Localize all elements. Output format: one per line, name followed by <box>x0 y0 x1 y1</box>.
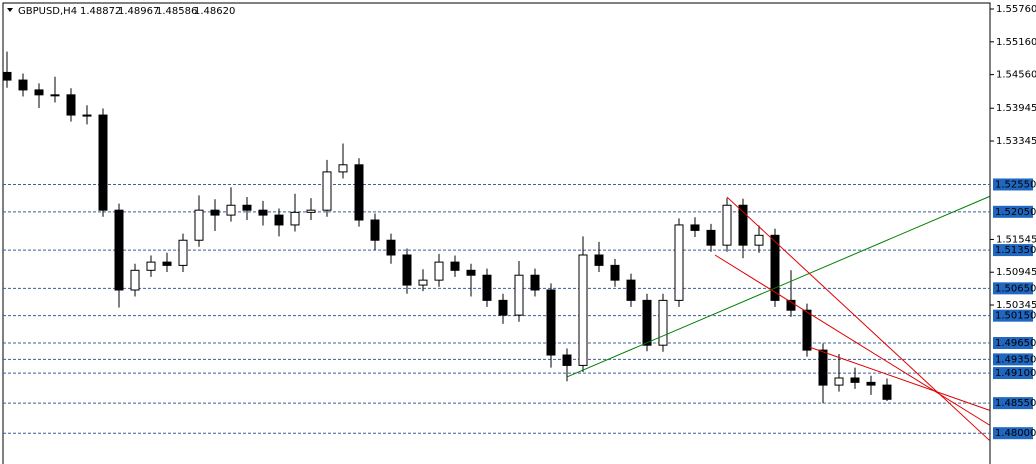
candle-body <box>370 219 380 241</box>
plot-area <box>3 51 990 441</box>
level-box <box>993 397 1033 410</box>
candle-body <box>754 234 764 246</box>
candle-body <box>578 254 588 366</box>
level-box <box>993 367 1033 380</box>
candle-body <box>50 94 60 97</box>
candle-body <box>226 204 236 216</box>
candle-body <box>354 164 364 221</box>
candle-body <box>306 209 316 213</box>
menu-arrow <box>7 8 13 12</box>
level-label: 1.49650 <box>995 338 1036 349</box>
header-high: 1.48967 <box>118 6 159 17</box>
candle-body <box>882 384 892 400</box>
candle-body <box>818 349 828 386</box>
candle-body <box>610 264 620 281</box>
y-tick-label: 1.53345 <box>996 136 1036 147</box>
symbol-label: GBPUSD,H4 <box>18 6 77 17</box>
candle-body <box>338 164 348 173</box>
candle-body <box>674 224 684 301</box>
level-box <box>993 337 1033 350</box>
candle-body <box>850 377 860 383</box>
candle-body <box>594 254 604 266</box>
candle-body <box>82 114 92 117</box>
level-label: 1.50150 <box>995 311 1036 322</box>
trendline <box>714 254 990 426</box>
candle-body <box>626 279 636 301</box>
candle-body <box>498 299 508 316</box>
y-tick-label: 1.50945 <box>996 267 1036 278</box>
candle-body <box>66 94 76 116</box>
trendline <box>566 196 990 378</box>
level-box <box>993 427 1033 440</box>
candle-body <box>114 209 124 291</box>
candle-body <box>3 71 12 81</box>
candle-body <box>162 261 172 266</box>
y-tick-label: 1.55160 <box>996 37 1036 48</box>
candle-body <box>706 229 716 246</box>
level-box <box>993 309 1033 322</box>
y-tick-label: 1.55760 <box>996 4 1036 15</box>
y-tick-label: 1.54560 <box>996 70 1036 81</box>
candle-body <box>434 261 444 281</box>
candle-body <box>546 289 556 356</box>
level-label: 1.49100 <box>995 368 1036 379</box>
candle-body <box>514 274 524 316</box>
trendline <box>726 196 990 441</box>
candle-body <box>418 279 428 286</box>
candle-body <box>18 79 28 91</box>
y-tick-label: 1.51545 <box>996 234 1036 245</box>
level-label: 1.51350 <box>995 245 1036 256</box>
level-label: 1.52050 <box>995 207 1036 218</box>
candle-body <box>274 214 284 226</box>
candle-body <box>34 89 44 96</box>
level-box <box>993 353 1033 366</box>
candle-body <box>642 299 652 346</box>
candle-body <box>690 224 700 231</box>
candle-body <box>242 204 252 211</box>
candle-body <box>402 254 412 286</box>
candle-body <box>722 204 732 246</box>
candle-body <box>738 204 748 246</box>
candle-body <box>770 234 780 301</box>
level-box <box>993 244 1033 257</box>
candle-body <box>786 299 796 311</box>
level-label: 1.50650 <box>995 283 1036 294</box>
level-label: 1.52550 <box>995 179 1036 190</box>
y-tick-label: 1.50345 <box>996 300 1036 311</box>
level-label: 1.48000 <box>995 428 1036 439</box>
candle-body <box>210 209 220 216</box>
candle-body <box>834 377 844 386</box>
candle-body <box>562 354 572 366</box>
header-open: 1.48872 <box>80 6 121 17</box>
level-label: 1.48550 <box>995 398 1036 409</box>
level-label: 1.49350 <box>995 354 1036 365</box>
trendline <box>810 346 990 411</box>
candle-body <box>322 171 332 211</box>
candle-body <box>258 209 268 216</box>
candle-body <box>466 269 476 276</box>
candle-body <box>146 261 156 271</box>
candle-body <box>130 269 140 291</box>
candle-body <box>530 274 540 291</box>
candle-body <box>866 381 876 386</box>
level-box <box>993 178 1033 191</box>
y-tick-label: 1.53945 <box>996 103 1036 114</box>
candle-body <box>450 261 460 271</box>
header-close: 1.48620 <box>194 6 235 17</box>
candle-body <box>386 239 396 256</box>
candle-body <box>178 239 188 266</box>
candle-body <box>482 274 492 301</box>
candle-body <box>194 209 204 241</box>
candle-body <box>802 309 812 351</box>
level-box <box>993 282 1033 295</box>
candle-body <box>98 114 108 211</box>
header-low: 1.48586 <box>156 6 197 17</box>
plot-frame <box>2 2 991 464</box>
level-box <box>993 205 1033 218</box>
candle-body <box>290 211 300 226</box>
candle-body <box>658 299 668 346</box>
